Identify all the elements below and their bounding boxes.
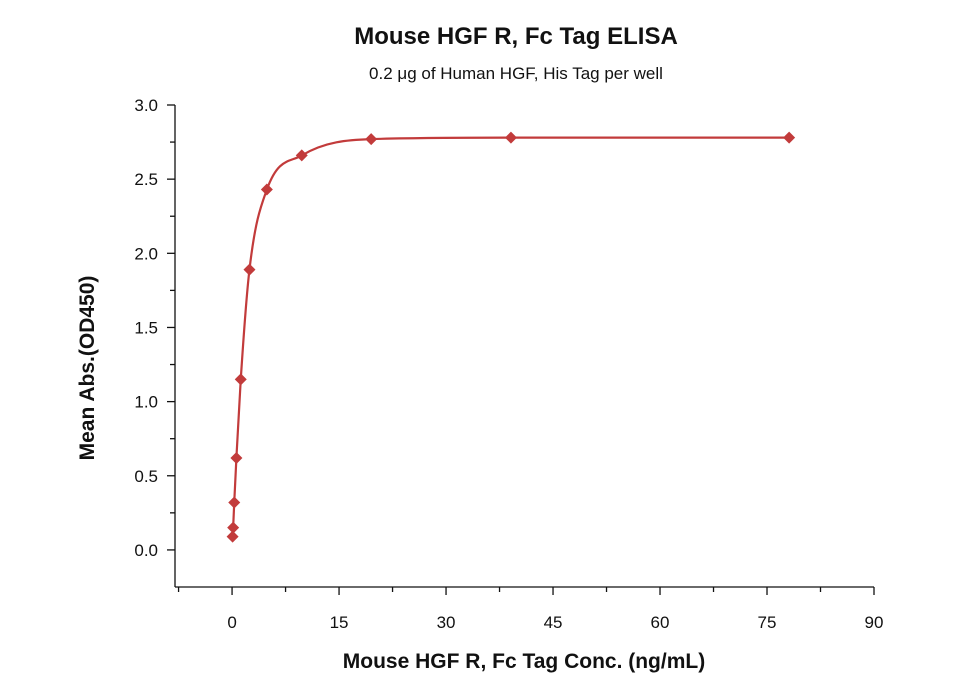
x-tick-label: 45	[544, 613, 563, 632]
y-axis-label: Mean Abs.(OD450)	[76, 276, 99, 461]
x-axis-label: Mouse HGF R, Fc Tag Conc. (ng/mL)	[343, 650, 705, 673]
x-tick-label: 0	[227, 613, 236, 632]
x-tick-label: 60	[651, 613, 670, 632]
x-tick-label: 30	[437, 613, 456, 632]
x-tick-label: 90	[865, 613, 884, 632]
axes	[174, 105, 874, 588]
y-tick-label: 0.0	[134, 541, 158, 560]
data-point	[228, 496, 241, 509]
y-tick-label: 2.5	[134, 170, 158, 189]
y-ticks: 0.0 0.5 1.0 1.5 2.0 2.5 3.0	[134, 96, 175, 560]
data-point	[243, 263, 256, 276]
data-point	[234, 373, 247, 386]
data-point	[504, 131, 517, 144]
y-tick-label: 1.0	[134, 393, 158, 412]
chart-title: Mouse HGF R, Fc Tag ELISA	[354, 23, 678, 50]
data-point	[226, 530, 239, 543]
data-point	[260, 183, 273, 196]
data-point	[295, 149, 308, 162]
y-tick-label: 0.5	[134, 467, 158, 486]
data-point	[783, 131, 796, 144]
x-ticks: 0 15 30 45 60 75 90	[177, 587, 884, 632]
data-points	[226, 131, 796, 543]
x-tick-label: 15	[330, 613, 349, 632]
data-point	[227, 521, 240, 534]
x-tick-label: 75	[758, 613, 777, 632]
y-tick-label: 2.0	[134, 244, 158, 263]
data-point	[230, 451, 243, 464]
y-tick-label: 3.0	[134, 96, 158, 115]
fit-curve	[231, 136, 790, 537]
chart-subtitle: 0.2 μg of Human HGF, His Tag per well	[369, 64, 663, 83]
data-point	[365, 133, 378, 146]
y-tick-label: 1.5	[134, 318, 158, 337]
